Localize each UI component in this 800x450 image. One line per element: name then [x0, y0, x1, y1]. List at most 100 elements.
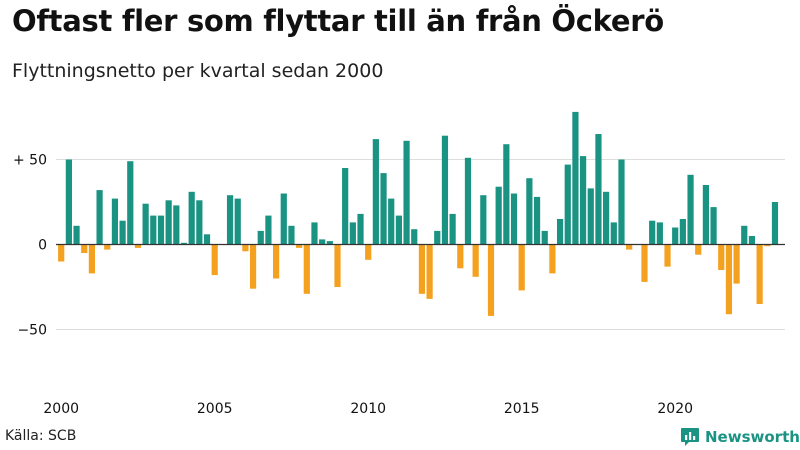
bar: [296, 244, 303, 248]
bar: [603, 191, 610, 245]
bar: [127, 161, 134, 245]
bar: [741, 225, 748, 245]
bar: [626, 244, 633, 250]
bar: [426, 244, 433, 299]
bar: [249, 244, 257, 289]
bar: [142, 203, 149, 245]
bar: [173, 205, 180, 245]
bar: [656, 222, 663, 245]
bar: [649, 220, 656, 245]
y-tick-label: + 50: [13, 153, 47, 169]
y-tick-label: 0: [38, 238, 47, 254]
bar: [196, 200, 203, 245]
bar: [334, 244, 341, 287]
bar: [710, 207, 717, 245]
bar: [587, 188, 594, 245]
bar: [564, 164, 571, 245]
bar: [65, 159, 72, 245]
bar: [226, 195, 234, 245]
bar: [695, 244, 702, 255]
bar: [349, 222, 356, 245]
bar: [672, 227, 679, 245]
bar: [188, 191, 195, 245]
bar: [365, 244, 372, 260]
bar: [203, 234, 211, 245]
y-tick-label: −50: [17, 323, 47, 339]
bar: [518, 244, 525, 291]
bar: [441, 135, 449, 245]
bar: [541, 230, 548, 245]
chart-subtitle: Flyttningsnetto per kvartal sedan 2000: [12, 60, 384, 82]
bar: [480, 195, 487, 245]
bar: [725, 244, 733, 315]
bar: [96, 190, 103, 245]
bar: [73, 225, 80, 245]
bar: [58, 244, 65, 262]
x-tick-label: 2000: [43, 401, 79, 417]
bar: [119, 220, 126, 245]
bar: [326, 241, 333, 245]
bar: [380, 173, 387, 245]
bar: [549, 244, 556, 274]
bar: [342, 168, 349, 245]
bar: [733, 244, 740, 284]
bar: [180, 242, 188, 245]
bar: [618, 159, 625, 245]
bar: [580, 156, 587, 245]
bar: [411, 229, 418, 245]
bar: [234, 198, 241, 245]
bar: [572, 111, 579, 245]
bar: [495, 186, 502, 245]
bar: [449, 213, 456, 245]
bar: [157, 215, 165, 245]
bar: [756, 244, 763, 304]
bar: [510, 193, 518, 245]
bar: [610, 222, 617, 245]
bar: [134, 244, 142, 248]
bar: [257, 230, 264, 245]
bar: [395, 215, 402, 245]
bars: [58, 111, 779, 316]
bar: [111, 198, 119, 245]
bar: [372, 139, 379, 245]
bar: [641, 244, 648, 282]
bar: [280, 193, 287, 245]
x-axis-labels: 2000 2005 2010 2015 2020: [43, 401, 693, 417]
bar: [150, 215, 157, 245]
bar: [288, 225, 295, 245]
bar: [464, 157, 472, 245]
bar: [319, 239, 326, 245]
bar: [104, 244, 111, 250]
bar: [211, 244, 218, 276]
bar: [771, 202, 779, 245]
chart-title: Oftast fler som flyttar till än från Öck…: [12, 4, 664, 38]
bar: [526, 178, 533, 245]
x-tick-label: 2005: [197, 401, 233, 417]
bar: [303, 244, 310, 294]
bar: [403, 140, 410, 245]
bar: [273, 244, 280, 279]
bar: [81, 244, 88, 253]
bar: [679, 219, 686, 245]
bar: [595, 134, 602, 245]
bar: [687, 174, 694, 245]
gridlines: [56, 159, 785, 330]
bar: [556, 219, 564, 245]
bar: [434, 230, 441, 245]
bar: [664, 244, 671, 267]
bar: [265, 215, 272, 245]
bar: [533, 196, 541, 245]
bar: [165, 200, 172, 245]
bar: [472, 244, 479, 277]
bar: [357, 213, 364, 245]
x-tick-label: 2010: [350, 401, 386, 417]
bar: [311, 222, 318, 245]
bar: [764, 244, 771, 247]
y-axis-labels: + 50 0 −50: [13, 153, 47, 339]
bar: [718, 244, 725, 270]
bar: [487, 244, 495, 316]
bar-chart-logo-icon: [681, 428, 699, 446]
brand-name: Newsworthy: [705, 428, 800, 446]
source-note: Källa: SCB: [5, 428, 77, 444]
